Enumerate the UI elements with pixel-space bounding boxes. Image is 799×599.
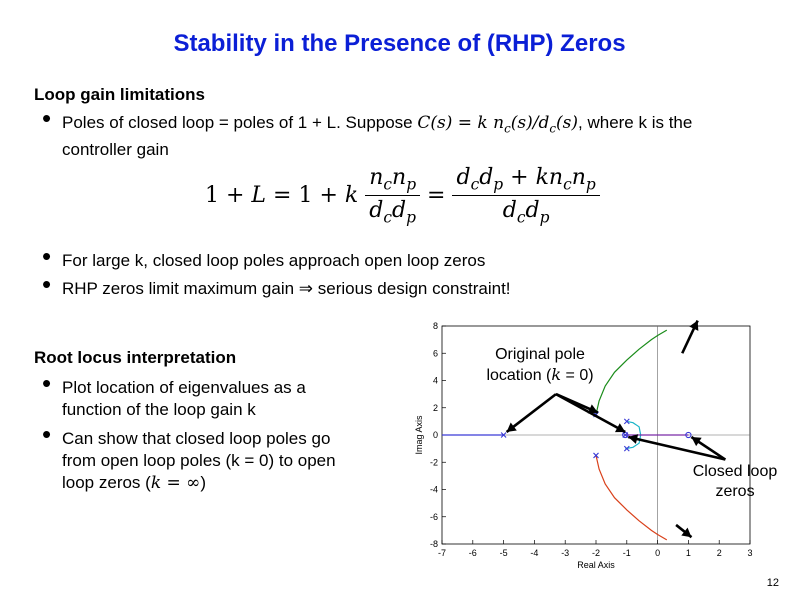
arrow-shaft [505, 393, 557, 434]
arrow-head [628, 434, 639, 444]
bullet-poles: • Poles of closed loop = poles of 1 + L. … [42, 103, 693, 160]
section-heading-root-locus: Root locus interpretation [34, 348, 237, 367]
x-tick-label: -1 [623, 548, 631, 558]
section-heading-loop-gain: Loop gain limitations [34, 85, 205, 104]
slide-title: Stability in the Presence of (RHP) Zeros [173, 30, 626, 57]
arrow-head [506, 422, 517, 432]
x-tick-label: -6 [469, 548, 477, 558]
arrow-shaft [627, 435, 726, 461]
x-tick-label: -2 [592, 548, 600, 558]
bullet-plot-eigenvalues: • Plot location of eigenvalues as a funct… [42, 368, 306, 419]
pole-x-stroke [623, 445, 630, 452]
arrow-to-pole-c [555, 392, 626, 434]
bullet-rhp-zeros: • RHP zeros limit maximum gain ⇒ serious … [42, 269, 511, 299]
arrow-head [587, 404, 598, 414]
page-number: 12 [766, 577, 779, 589]
y-tick-label: 2 [433, 403, 438, 413]
bullet-dot-icon: • [42, 241, 52, 271]
arrow-asymptote-up [681, 319, 699, 354]
zero-marker [622, 431, 629, 439]
arrow-asymptote-down [675, 523, 693, 539]
bullet-dot-icon: • [42, 269, 52, 299]
x-tick-label: -3 [561, 548, 569, 558]
pole-marker [593, 452, 599, 459]
bullet-dot-icon: • [42, 103, 52, 133]
arrow-head [689, 320, 699, 331]
x-tick-label: 0 [655, 548, 660, 558]
arrow-head [681, 527, 692, 538]
x-tick-label: 1 [686, 548, 691, 558]
y-tick-label: 0 [433, 430, 438, 440]
arrow-to-zero-lhp [627, 434, 726, 461]
pole-x-stroke [593, 452, 599, 459]
arrow-shaft [555, 392, 626, 434]
pole-marker [500, 432, 507, 438]
pole-marker [623, 418, 630, 425]
x-axis-label: Real Axis [577, 560, 615, 570]
y-tick-label: -2 [430, 457, 438, 467]
y-tick-label: 4 [433, 376, 438, 386]
bullet-large-k: • For large k, closed loop poles approach… [42, 241, 486, 271]
arrow-head [614, 423, 626, 433]
fraction-1: ncnp dcdp [365, 165, 421, 227]
bullet-closed-loop-poles: • Can show that closed loop poles go from… [42, 419, 336, 493]
x-tick-label: -4 [530, 548, 538, 558]
root-locus-plot: -7 -6 -5 -4 -3 -2 -1 0 1 2 3 8 6 4 2 0 -2 -4 -6 -8 Real Axis… [414, 319, 753, 570]
arrow-head [691, 437, 702, 447]
y-tick-label: 8 [433, 321, 438, 331]
annotation-closed-loop-zeros: Closed loop zeros [692, 463, 778, 500]
y-tick-label: -8 [430, 539, 438, 549]
pole-x-stroke [623, 418, 630, 425]
arrow-to-zero-rhp [690, 435, 727, 461]
controller-expression: C(s) = k nc(s)/dc(s) [417, 113, 579, 136]
x-tick-label: 2 [717, 548, 722, 558]
annotation-original-pole: Original pole location (k = 0) [486, 346, 594, 384]
y-tick-label: -4 [430, 485, 438, 495]
pole-marker [623, 445, 630, 452]
x-tick-label: -5 [500, 548, 508, 558]
zero-marker [685, 431, 692, 439]
fraction-2: dcdp + kncnp dcdp [452, 165, 600, 227]
pole-x-stroke [500, 432, 507, 438]
y-tick-label: 6 [433, 348, 438, 358]
y-tick-label: -6 [430, 512, 438, 522]
x-tick-label: -7 [438, 548, 446, 558]
y-axis-label: Imag Axis [414, 415, 424, 455]
x-tick-label: 3 [747, 548, 752, 558]
loop-gain-equation: 1 + L = 1 + k ncnp dcdp = dcdp + kncnp d… [205, 165, 600, 227]
bullet-dot-icon: • [42, 368, 52, 398]
locus-branch-1 [595, 455, 668, 541]
bullet-dot-icon: • [42, 419, 52, 449]
arrow-to-pole-a [505, 393, 557, 434]
locus-branch-0 [595, 329, 668, 415]
